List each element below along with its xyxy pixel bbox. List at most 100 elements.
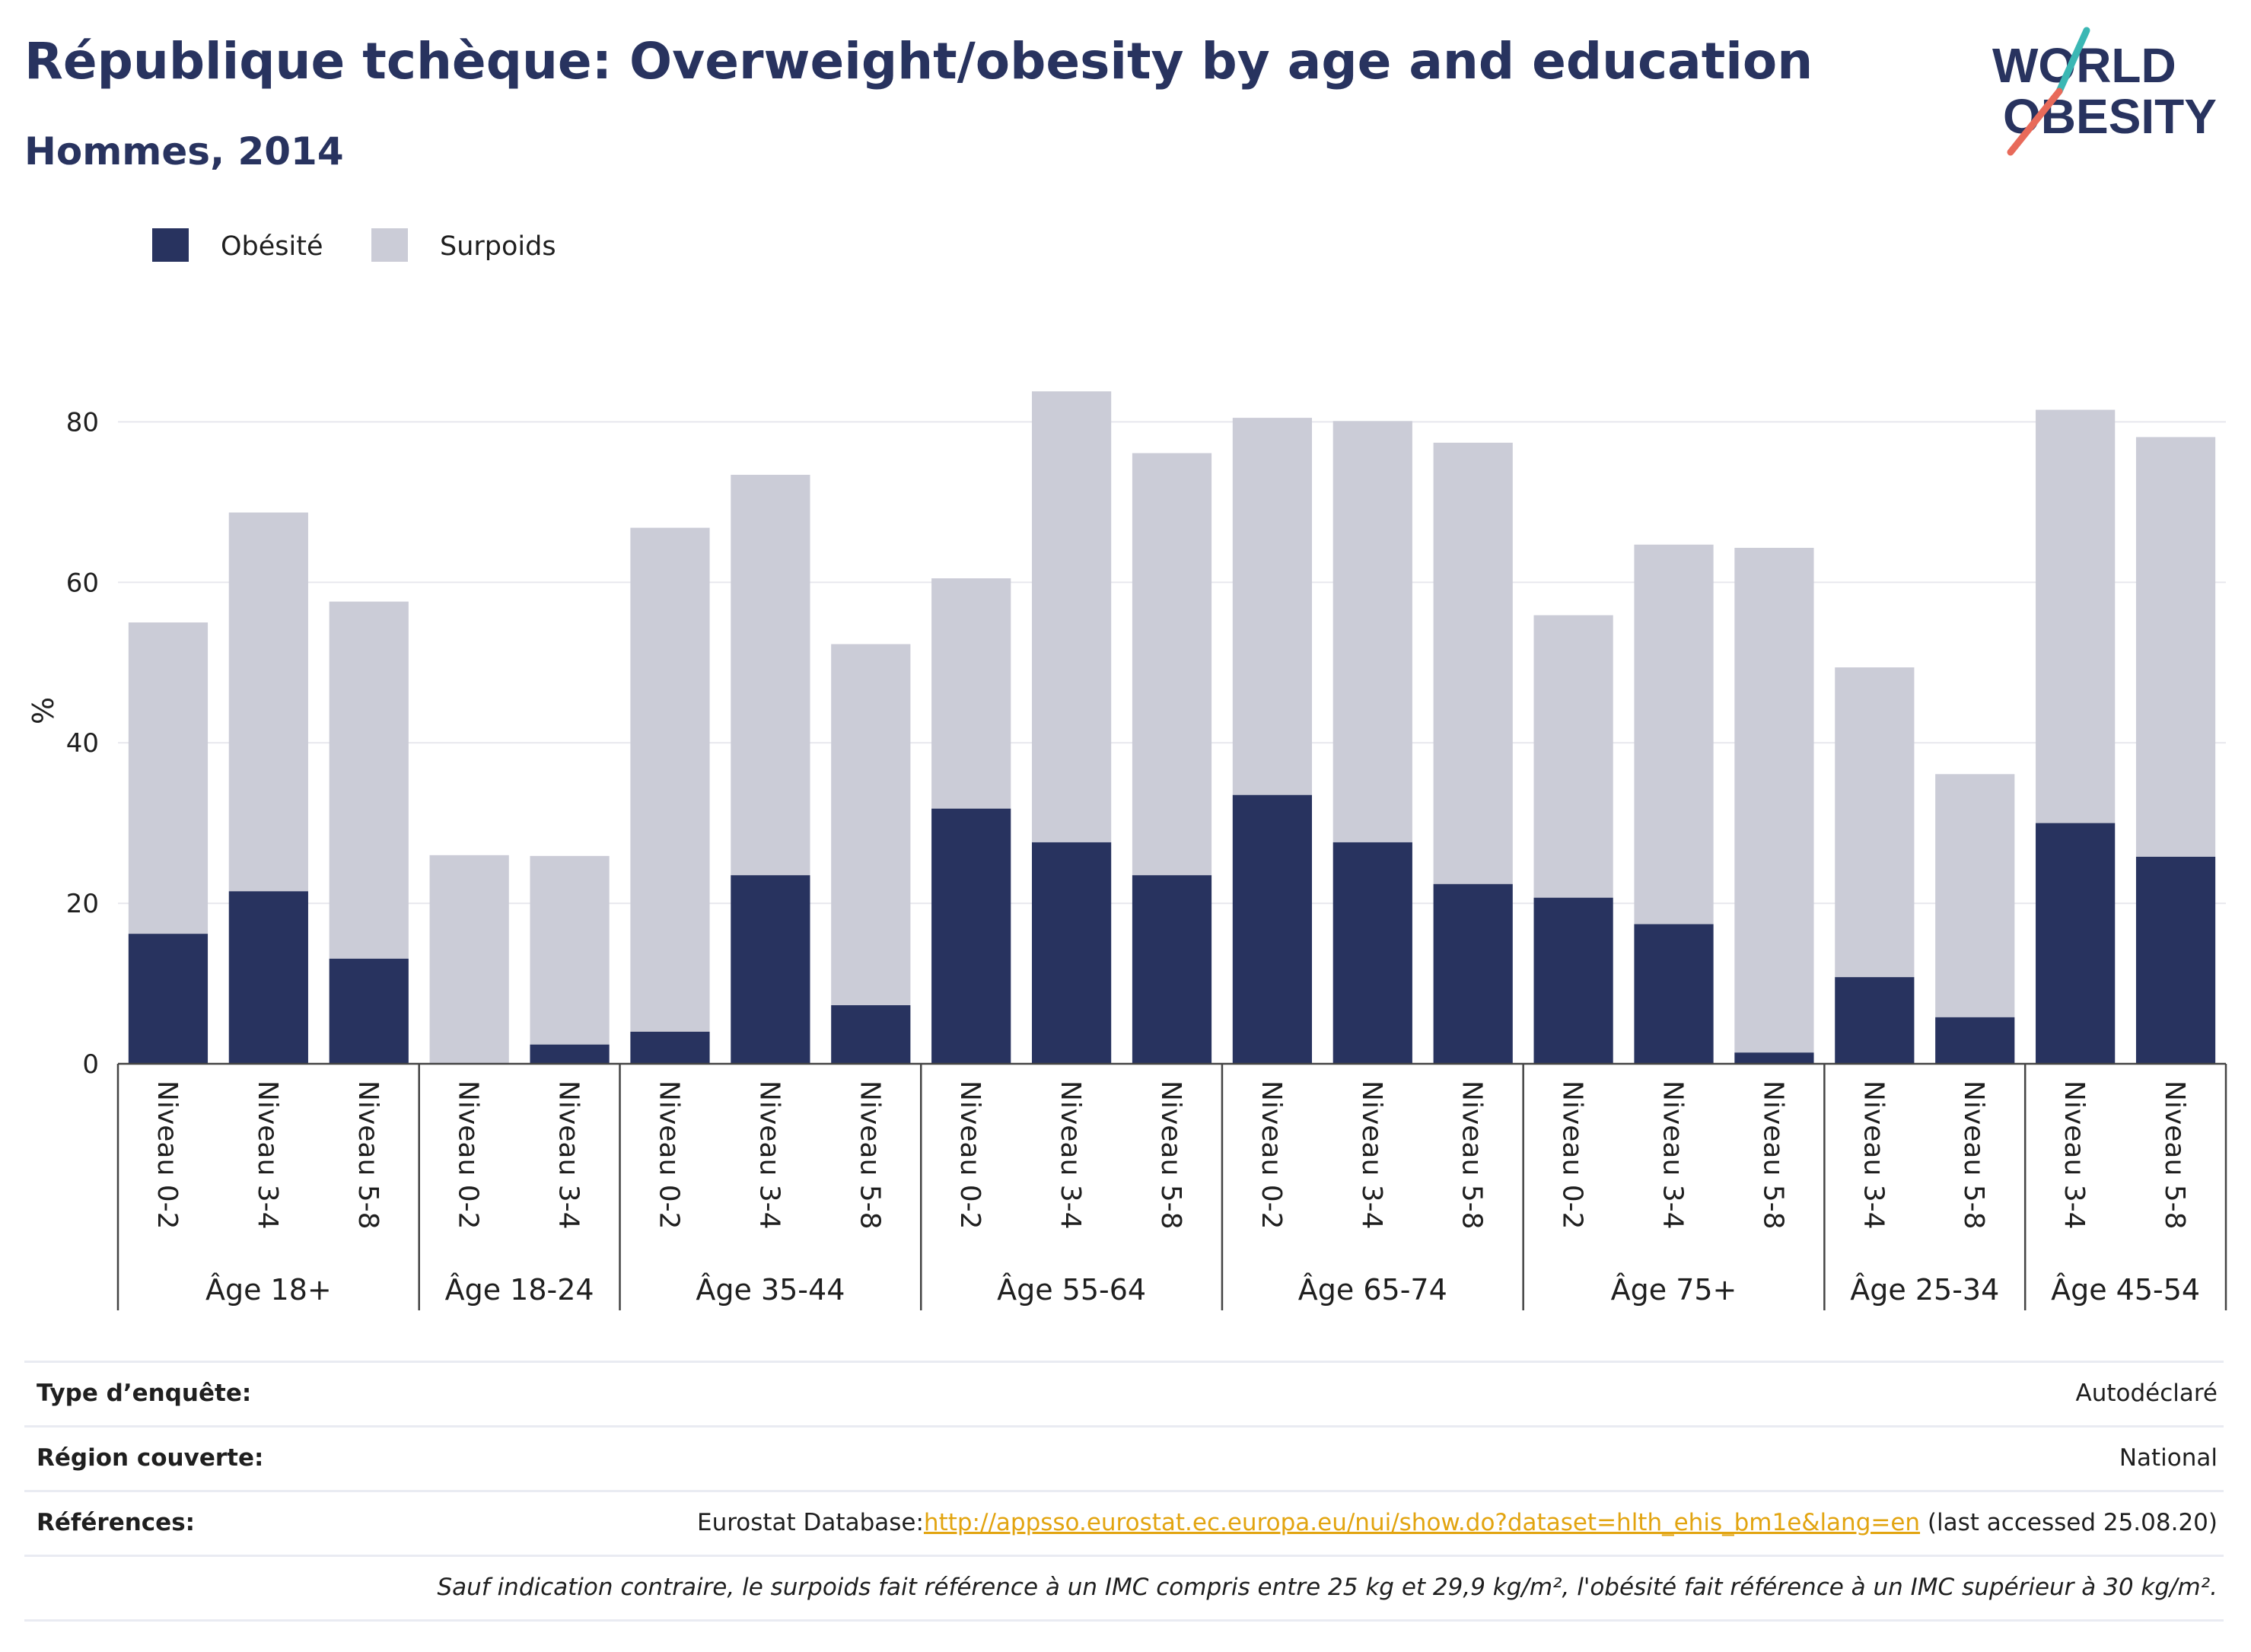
x-tick-label: Niveau 3-4 [2058,1081,2090,1230]
x-tick-label: Niveau 3-4 [553,1081,584,1230]
legend-swatch [371,228,408,262]
info-row-survey-type: Type d’enquête: Autodéclaré [24,1361,2224,1425]
bar-obesite [1734,1052,1814,1064]
bar-obesite [630,1031,710,1064]
stacked-bar-chart: 0 20 40 60 80% Niveau 0-2 Niveau 3-4 Niveau 5-8… [27,228,2227,1310]
bar-surpoids [931,578,1011,809]
bar-obesite [831,1005,911,1064]
legend-label: Surpoids [440,231,556,262]
svg-text:WORLD: WORLD [1992,38,2176,93]
x-tick-label: Niveau 5-8 [1457,1081,1488,1230]
info-table: Type d’enquête: Autodéclaré Région couve… [24,1361,2224,1622]
bar-surpoids [1031,391,1112,842]
bar-obesite [1332,842,1412,1064]
bar-obesite [2135,856,2216,1064]
x-tick-label: Niveau 0-2 [453,1081,484,1230]
bar-surpoids [2135,437,2216,857]
world-obesity-logo: WORLD OBESITY [1992,27,2217,156]
bar-surpoids [731,474,810,876]
x-tick-label: Niveau 5-8 [1757,1081,1788,1230]
x-group-label: Âge 35-44 [696,1273,845,1307]
x-tick-label: Niveau 5-8 [1155,1081,1186,1230]
bar-surpoids [1132,453,1212,876]
references-link[interactable]: http://appsso.eurostat.ec.europa.eu/nui/… [923,1509,1921,1536]
bar-surpoids [1332,421,1412,842]
x-group-label: Âge 45-54 [2051,1273,2200,1307]
x-tick-label: Niveau 0-2 [653,1081,684,1230]
y-tick-label: 0 [82,1049,99,1080]
x-group-label: Âge 18-24 [445,1273,594,1307]
x-tick-label: Niveau 0-2 [151,1081,183,1230]
bar-obesite [228,891,308,1064]
bar-obesite [530,1044,610,1064]
x-group-label: Âge 65-74 [1298,1273,1447,1307]
x-tick-label: Niveau 5-8 [2159,1081,2190,1230]
bar-surpoids [1634,544,1714,925]
bar-surpoids [1533,615,1613,898]
bar-surpoids [630,527,710,1032]
bar-obesite [1835,977,1915,1064]
bar-surpoids [1232,418,1313,795]
y-axis-label: % [27,697,60,724]
x-tick-label: Niveau 5-8 [352,1081,384,1230]
survey-type-value: Autodéclaré [2075,1380,2218,1407]
x-tick-label: Niveau 5-8 [1958,1081,1989,1230]
references-suffix: (last accessed 25.08.20) [1920,1509,2218,1536]
bar-surpoids [429,855,509,1064]
bar-obesite [1433,883,1513,1064]
bar-surpoids [1734,547,1814,1053]
x-group-label: Âge 75+ [1611,1273,1737,1307]
definition-note: Sauf indication contraire, le surpoids f… [437,1574,2218,1601]
bar-surpoids [1433,442,1513,884]
bar-obesite [931,808,1011,1064]
references-label: Références: [37,1509,196,1536]
bar-obesite [731,875,810,1064]
bar-surpoids [228,512,308,892]
legend-swatch [152,228,189,262]
x-tick-label: Niveau 3-4 [1657,1081,1689,1230]
x-tick-label: Niveau 3-4 [1356,1081,1387,1230]
x-group-label: Âge 18+ [205,1273,332,1307]
references-prefix: Eurostat Database: [696,1509,924,1536]
bar-obesite [128,934,209,1064]
x-tick-label: Niveau 0-2 [954,1081,985,1230]
bar-obesite [2036,823,2116,1064]
bar-surpoids [1835,667,1915,978]
bar-obesite [1935,1017,2015,1064]
survey-type-label: Type d’enquête: [37,1380,252,1407]
references-value: Eurostat Database:http://appsso.eurostat… [697,1509,2218,1536]
chart-subtitle: Hommes, 2014 [24,129,344,173]
x-tick-label: Niveau 5-8 [854,1081,885,1230]
x-group-label: Âge 55-64 [997,1273,1146,1307]
y-tick-label: 80 [66,407,99,438]
info-row-note: Sauf indication contraire, le surpoids f… [24,1555,2224,1622]
bar-obesite [329,958,409,1064]
x-tick-label: Niveau 3-4 [252,1081,283,1230]
bar-obesite [1634,924,1714,1064]
bar-obesite [1533,897,1613,1064]
bar-surpoids [128,622,209,934]
bar-obesite [1232,794,1313,1064]
x-tick-label: Niveau 3-4 [753,1081,785,1230]
bar-obesite [1031,842,1112,1064]
chart-title: République tchèque: Overweight/obesity b… [24,32,1813,91]
region-label: Région couverte: [37,1444,264,1472]
bar-surpoids [2036,409,2116,823]
info-row-references: Références: Eurostat Database:http://app… [24,1490,2224,1555]
x-tick-label: Niveau 3-4 [1858,1081,1889,1230]
legend-label: Obésité [221,231,323,262]
x-tick-label: Niveau 3-4 [1055,1081,1086,1230]
y-tick-label: 40 [66,728,99,759]
y-tick-label: 60 [66,568,99,598]
bar-surpoids [831,644,911,1006]
region-value: National [2119,1444,2218,1472]
bar-surpoids [530,855,610,1045]
y-tick-label: 20 [66,889,99,919]
bar-surpoids [1935,774,2015,1017]
x-tick-label: Niveau 0-2 [1256,1081,1287,1230]
info-row-region: Région couverte: National [24,1425,2224,1490]
bar-surpoids [329,601,409,959]
bar-obesite [1132,875,1212,1064]
x-tick-label: Niveau 0-2 [1557,1081,1588,1230]
x-group-label: Âge 25-34 [1850,1273,1999,1307]
